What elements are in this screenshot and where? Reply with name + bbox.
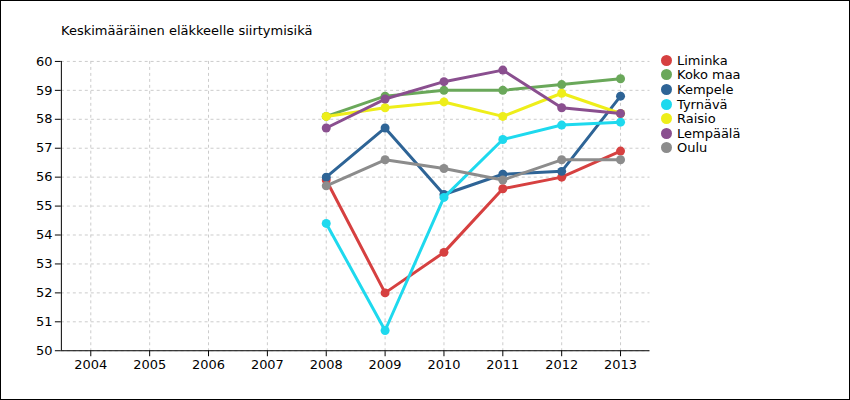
svg-text:53: 53 <box>36 256 52 271</box>
html-text:Lempäälä: Lempäälä <box>677 125 741 141</box>
svg-text:57: 57 <box>36 140 52 155</box>
svg-text:2012: 2012 <box>545 357 578 372</box>
svg-text:54: 54 <box>36 227 52 242</box>
html-text:Keskimääräinen eläkkeelle siir: Keskimääräinen eläkkeelle siirtymisikä <box>61 23 313 38</box>
svg-text:60: 60 <box>36 54 52 69</box>
html-text:Tyrnävä: Tyrnävä <box>677 96 728 112</box>
html-text:Kempele: Kempele <box>677 82 734 97</box>
svg-text:59: 59 <box>36 83 52 98</box>
svg-text:50: 50 <box>36 343 52 358</box>
html-text:Oulu: Oulu <box>677 140 708 156</box>
svg-text:56: 56 <box>36 169 52 184</box>
svg-text:52: 52 <box>36 285 52 300</box>
html-text:Raisio: Raisio <box>677 111 716 127</box>
svg-text:2004: 2004 <box>74 357 107 372</box>
svg-text:55: 55 <box>36 198 52 213</box>
svg-text:2008: 2008 <box>310 357 343 372</box>
html-text:Koko maa: Koko maa <box>677 67 741 83</box>
html-text:Liminka: Liminka <box>677 52 728 68</box>
svg-text:2010: 2010 <box>427 357 460 372</box>
svg-text:2006: 2006 <box>192 357 225 372</box>
svg-text:58: 58 <box>36 111 52 126</box>
svg-text:51: 51 <box>36 314 52 329</box>
svg-text:2009: 2009 <box>369 357 402 372</box>
svg-text:2013: 2013 <box>604 357 637 372</box>
svg-text:2007: 2007 <box>251 357 284 372</box>
svg-text:2011: 2011 <box>486 357 519 372</box>
svg-text:2005: 2005 <box>133 357 166 372</box>
